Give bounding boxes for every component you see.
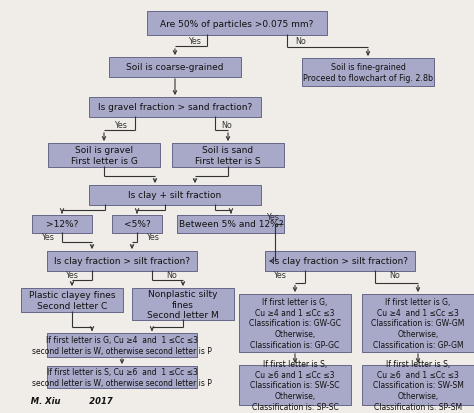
Text: Soil is sand
First letter is S: Soil is sand First letter is S xyxy=(195,146,261,166)
FancyBboxPatch shape xyxy=(302,59,434,87)
Text: Soil is coarse-grained: Soil is coarse-grained xyxy=(126,63,224,72)
Text: Yes: Yes xyxy=(115,121,128,130)
FancyBboxPatch shape xyxy=(239,365,351,405)
Text: >12%?: >12%? xyxy=(46,220,78,229)
Text: Yes: Yes xyxy=(273,271,286,280)
FancyBboxPatch shape xyxy=(109,58,241,78)
Text: No: No xyxy=(166,271,177,280)
Text: If first letter is G, Cu ≥4  and  1 ≤Cc ≤3
second letter is W, otherwise second : If first letter is G, Cu ≥4 and 1 ≤Cc ≤3… xyxy=(32,335,212,355)
FancyBboxPatch shape xyxy=(47,366,197,388)
Text: Are 50% of particles >0.075 mm?: Are 50% of particles >0.075 mm? xyxy=(160,19,314,28)
Text: Yes: Yes xyxy=(266,212,279,221)
FancyBboxPatch shape xyxy=(32,216,92,233)
Text: Yes: Yes xyxy=(189,36,201,45)
Text: Is gravel fraction > sand fraction?: Is gravel fraction > sand fraction? xyxy=(98,103,252,112)
Text: Between 5% and 12%?: Between 5% and 12%? xyxy=(179,220,283,229)
FancyBboxPatch shape xyxy=(265,252,415,271)
Text: Soil is fine-grained
Proceed to flowchart of Fig. 2.8b: Soil is fine-grained Proceed to flowchar… xyxy=(303,63,433,83)
Text: M. Xiu          2017: M. Xiu 2017 xyxy=(2,396,113,405)
Text: If first letter is S, Cu ≥6  and  1 ≤Cc ≤3
second letter is W, otherwise second : If first letter is S, Cu ≥6 and 1 ≤Cc ≤3… xyxy=(32,367,212,387)
FancyBboxPatch shape xyxy=(21,288,123,312)
Text: If first letter is S,
Cu ≥6 and 1 ≤Cc ≤3
Classification is: SW-SC
Otherwise,
Cla: If first letter is S, Cu ≥6 and 1 ≤Cc ≤3… xyxy=(250,359,340,411)
FancyBboxPatch shape xyxy=(89,98,261,118)
Text: Soil is gravel
First letter is G: Soil is gravel First letter is G xyxy=(71,146,137,166)
Text: Is clay + silt fraction: Is clay + silt fraction xyxy=(128,191,222,200)
Text: No: No xyxy=(221,121,232,130)
Text: Nonplastic silty
fines
Second letter M: Nonplastic silty fines Second letter M xyxy=(147,289,219,320)
Text: If first letter is S,
Cu ≥6  and 1 ≤Cc ≤3
Classification is: SW-SM
Otherwise,
Cl: If first letter is S, Cu ≥6 and 1 ≤Cc ≤3… xyxy=(373,359,464,411)
FancyBboxPatch shape xyxy=(89,185,261,206)
FancyBboxPatch shape xyxy=(47,333,197,357)
Text: <5%?: <5%? xyxy=(124,220,150,229)
Text: No: No xyxy=(390,271,401,280)
FancyBboxPatch shape xyxy=(362,294,474,352)
FancyBboxPatch shape xyxy=(48,144,160,168)
FancyBboxPatch shape xyxy=(132,288,234,320)
FancyBboxPatch shape xyxy=(362,365,474,405)
Text: If first letter is G,
Cu ≥4  and 1 ≤Cc ≤3
Classification is: GW-GM
Otherwise,
Cl: If first letter is G, Cu ≥4 and 1 ≤Cc ≤3… xyxy=(371,297,465,349)
FancyBboxPatch shape xyxy=(177,216,284,233)
FancyBboxPatch shape xyxy=(112,216,162,233)
Text: If first letter is G,
Cu ≥4 and 1 ≤Cc ≤3
Classification is: GW-GC
Otherwise,
Cla: If first letter is G, Cu ≥4 and 1 ≤Cc ≤3… xyxy=(249,297,341,349)
FancyBboxPatch shape xyxy=(147,12,327,36)
Text: Is clay fraction > silt fraction?: Is clay fraction > silt fraction? xyxy=(54,257,190,266)
FancyBboxPatch shape xyxy=(47,252,197,271)
Text: Is clay fraction > silt fraction?: Is clay fraction > silt fraction? xyxy=(272,257,408,266)
Text: No: No xyxy=(296,36,306,45)
Text: Plastic clayey fines
Second letter C: Plastic clayey fines Second letter C xyxy=(29,290,115,310)
Text: Yes: Yes xyxy=(146,233,159,242)
FancyBboxPatch shape xyxy=(239,294,351,352)
FancyBboxPatch shape xyxy=(172,144,284,168)
Text: Yes: Yes xyxy=(65,271,78,280)
Text: Yes: Yes xyxy=(42,233,55,242)
